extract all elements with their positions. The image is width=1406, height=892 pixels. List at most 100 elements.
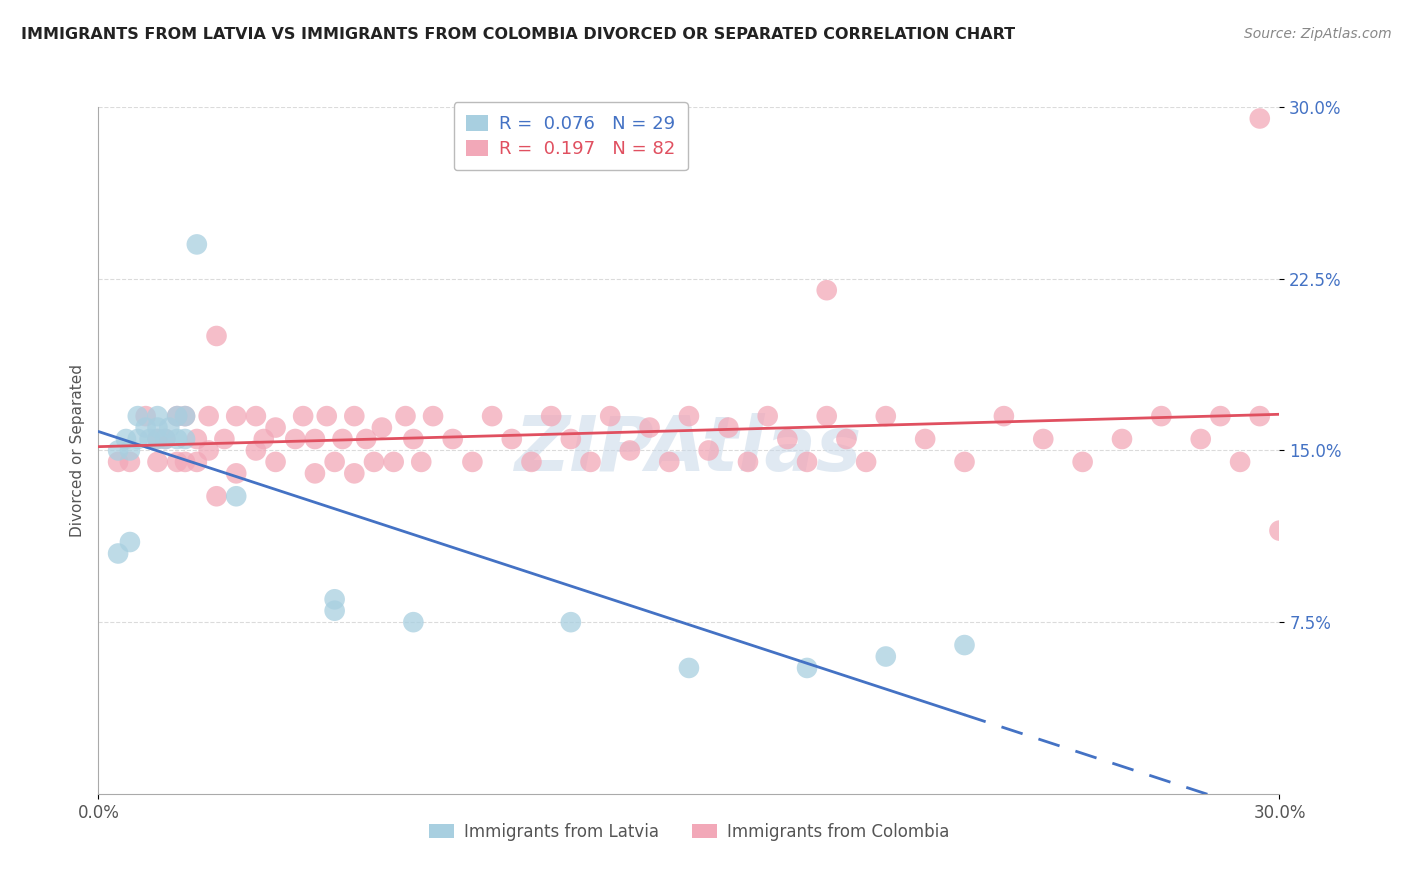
Point [343, 409, 366, 424]
Point [284, 432, 307, 446]
Point [225, 489, 247, 503]
Point [815, 409, 838, 424]
Point [815, 283, 838, 297]
Point [560, 615, 582, 630]
Point [1249, 409, 1271, 424]
Point [127, 432, 149, 446]
Point [118, 443, 141, 458]
Point [107, 546, 129, 561]
Point [107, 455, 129, 469]
Point [225, 409, 247, 424]
Point [118, 535, 141, 549]
Point [155, 432, 177, 446]
Point [540, 409, 562, 424]
Point [264, 420, 287, 434]
Point [304, 432, 326, 446]
Point [205, 329, 228, 343]
Point [875, 409, 897, 424]
Point [371, 420, 394, 434]
Point [304, 467, 326, 481]
Point [953, 638, 976, 652]
Point [402, 432, 425, 446]
Point [332, 432, 354, 446]
Point [146, 455, 169, 469]
Point [1150, 409, 1173, 424]
Point [619, 443, 641, 458]
Point [245, 443, 267, 458]
Point [579, 455, 602, 469]
Point [166, 432, 188, 446]
Point [197, 443, 219, 458]
Point [292, 409, 315, 424]
Point [146, 432, 169, 446]
Point [107, 443, 129, 458]
Point [174, 409, 197, 424]
Point [146, 409, 169, 424]
Point [323, 455, 346, 469]
Point [1071, 455, 1094, 469]
Point [461, 455, 484, 469]
Point [127, 409, 149, 424]
Legend: Immigrants from Latvia, Immigrants from Colombia: Immigrants from Latvia, Immigrants from … [422, 816, 956, 847]
Point [520, 455, 543, 469]
Point [1111, 432, 1133, 446]
Text: ZIPAtlas: ZIPAtlas [515, 414, 863, 487]
Point [166, 409, 188, 424]
Text: IMMIGRANTS FROM LATVIA VS IMMIGRANTS FROM COLOMBIA DIVORCED OR SEPARATED CORRELA: IMMIGRANTS FROM LATVIA VS IMMIGRANTS FRO… [21, 27, 1015, 42]
Point [166, 409, 188, 424]
Point [875, 649, 897, 664]
Text: Source: ZipAtlas.com: Source: ZipAtlas.com [1244, 27, 1392, 41]
Point [115, 432, 138, 446]
Point [382, 455, 405, 469]
Point [205, 489, 228, 503]
Point [835, 432, 858, 446]
Point [737, 455, 759, 469]
Point [363, 455, 385, 469]
Point [315, 409, 337, 424]
Point [394, 409, 416, 424]
Point [135, 420, 157, 434]
Point [186, 432, 208, 446]
Point [146, 432, 169, 446]
Point [697, 443, 720, 458]
Point [186, 237, 208, 252]
Point [1032, 432, 1054, 446]
Point [174, 455, 197, 469]
Point [776, 432, 799, 446]
Point [343, 467, 366, 481]
Point [225, 467, 247, 481]
Point [658, 455, 681, 469]
Point [914, 432, 936, 446]
Point [678, 661, 700, 675]
Point [253, 432, 276, 446]
Point [1209, 409, 1232, 424]
Point [422, 409, 444, 424]
Point [599, 409, 621, 424]
Point [796, 455, 818, 469]
Point [717, 420, 740, 434]
Point [118, 455, 141, 469]
Point [186, 455, 208, 469]
Point [560, 432, 582, 446]
Point [354, 432, 377, 446]
Point [245, 409, 267, 424]
Point [993, 409, 1015, 424]
Point [166, 455, 188, 469]
Point [1189, 432, 1212, 446]
Point [264, 455, 287, 469]
Point [135, 409, 157, 424]
Point [138, 432, 160, 446]
Point [1229, 455, 1251, 469]
Point [146, 420, 169, 434]
Y-axis label: Divorced or Separated: Divorced or Separated [69, 364, 84, 537]
Point [953, 455, 976, 469]
Point [155, 432, 177, 446]
Point [411, 455, 433, 469]
Point [214, 432, 236, 446]
Point [501, 432, 523, 446]
Point [1249, 112, 1271, 126]
Point [323, 592, 346, 607]
Point [638, 420, 661, 434]
Point [796, 661, 818, 675]
Point [756, 409, 779, 424]
